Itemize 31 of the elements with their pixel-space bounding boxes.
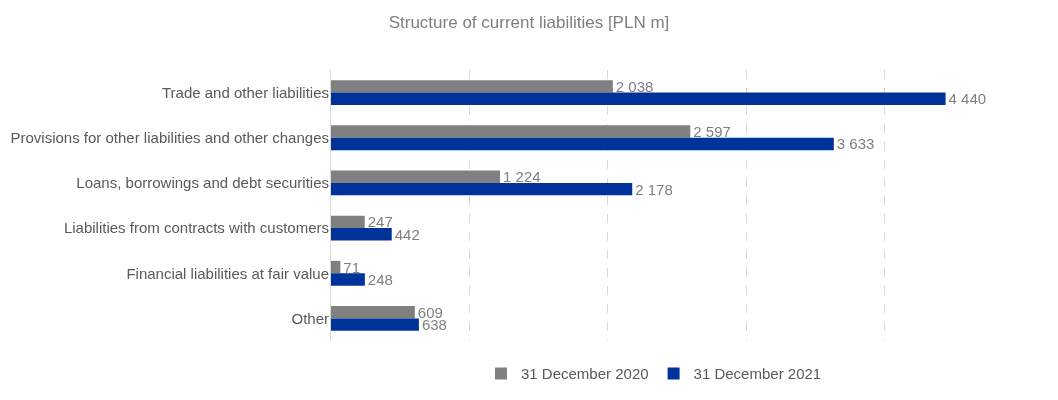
data-label: 247 <box>367 213 393 231</box>
y-tick-label: Trade and other liabilities <box>161 83 329 101</box>
data-label: 609 <box>417 303 443 321</box>
bar <box>330 306 415 319</box>
bar <box>330 318 419 331</box>
bar <box>330 273 365 286</box>
bar <box>330 125 691 138</box>
chart-title: Structure of current liabilities [PLN m] <box>388 12 670 32</box>
bar <box>330 228 392 241</box>
data-label: 2 597 <box>693 123 731 141</box>
bar <box>330 92 946 105</box>
data-label: 4 440 <box>948 90 987 108</box>
data-label: 248 <box>367 270 393 288</box>
data-label: 1 224 <box>503 168 541 186</box>
data-label: 2 038 <box>615 77 654 95</box>
data-label: 71 <box>343 258 361 276</box>
bar <box>330 182 633 196</box>
bar <box>330 80 613 93</box>
legend-label: 31 December 2020 <box>521 365 649 383</box>
data-label: 2 178 <box>635 180 673 198</box>
bar <box>330 215 365 229</box>
y-tick-label: Liabilities from contracts with customers <box>63 219 329 237</box>
y-tick-label: Financial liabilities at fair value <box>126 264 329 282</box>
y-tick-label: Provisions for other liabilities and other changes <box>10 129 329 146</box>
legend-label: 31 December 2021 <box>693 365 822 383</box>
y-tick-label: Other <box>291 309 329 327</box>
bar <box>330 137 834 151</box>
bar <box>330 170 501 183</box>
data-label: 442 <box>394 225 420 243</box>
y-tick-label: Loans, borrowings and debt securities <box>76 174 329 192</box>
data-label: 3 633 <box>836 135 875 153</box>
